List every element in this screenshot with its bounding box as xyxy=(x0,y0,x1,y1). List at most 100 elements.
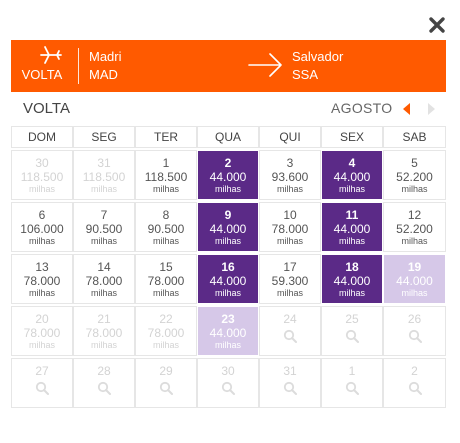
calendar-day[interactable]: 11 44.000 milhas xyxy=(321,202,383,252)
day-price: 118.500 xyxy=(20,170,64,184)
magnifier-icon[interactable] xyxy=(159,381,173,395)
calendar-day[interactable]: 23 44.000 milhas xyxy=(197,306,259,356)
price-unit: milhas xyxy=(338,236,365,246)
price-unit: milhas xyxy=(90,184,117,194)
calendar-day[interactable]: 1 118.500 milhas xyxy=(135,150,197,200)
calendar-day: 30 xyxy=(197,358,259,408)
weekday-header: TER xyxy=(135,126,197,148)
price-unit: milhas xyxy=(152,184,179,194)
calendar-day[interactable]: 22 78.000 milhas xyxy=(135,306,197,356)
day-price: 78.000 xyxy=(85,274,123,288)
calendar-day[interactable]: 19 44.000 milhas xyxy=(383,254,446,304)
day-number: 1 xyxy=(348,364,356,378)
caret-right-icon[interactable] xyxy=(426,102,436,116)
day-price: 78.000 xyxy=(147,274,185,288)
calendar-day[interactable]: 4 44.000 milhas xyxy=(321,150,383,200)
magnifier-icon[interactable] xyxy=(35,381,49,395)
day-price: 44.000 xyxy=(333,170,371,184)
day-price: 78.000 xyxy=(271,222,309,236)
day-number: 21 xyxy=(97,312,111,326)
origin-code: MAD xyxy=(89,67,118,82)
calendar-day[interactable]: 14 78.000 milhas xyxy=(73,254,135,304)
day-number: 7 xyxy=(100,208,108,222)
price-unit: milhas xyxy=(401,288,428,298)
day-price: 44.000 xyxy=(209,274,247,288)
price-unit: milhas xyxy=(90,288,117,298)
day-price: 90.500 xyxy=(85,222,123,236)
calendar-day[interactable]: 20 78.000 milhas xyxy=(11,306,73,356)
price-unit: milhas xyxy=(28,340,55,350)
magnifier-icon[interactable] xyxy=(221,381,235,395)
day-number: 1 xyxy=(162,156,170,170)
calendar-day[interactable]: 21 78.000 milhas xyxy=(73,306,135,356)
calendar-day[interactable]: 18 44.000 milhas xyxy=(321,254,383,304)
day-price: 106.000 xyxy=(20,222,64,236)
day-number: 29 xyxy=(159,364,173,378)
weekday-header: QUI xyxy=(259,126,321,148)
magnifier-icon[interactable] xyxy=(345,381,359,395)
calendar-day[interactable]: 2 44.000 milhas xyxy=(197,150,259,200)
price-unit: milhas xyxy=(90,340,117,350)
day-number: 3 xyxy=(286,156,294,170)
day-number: 18 xyxy=(345,260,359,274)
day-price: 44.000 xyxy=(396,274,433,288)
calendar-day[interactable]: 15 78.000 milhas xyxy=(135,254,197,304)
magnifier-icon[interactable] xyxy=(283,381,297,395)
weekday-header: DOM xyxy=(11,126,73,148)
day-number: 30 xyxy=(221,364,235,378)
calendar-day[interactable]: 30 118.500 milhas xyxy=(11,150,73,200)
magnifier-icon[interactable] xyxy=(408,381,422,395)
day-number: 9 xyxy=(224,208,232,222)
calendar-day[interactable]: 5 52.200 milhas xyxy=(383,150,446,200)
magnifier-icon[interactable] xyxy=(345,329,359,343)
calendar-day: 24 xyxy=(259,306,321,356)
day-number: 22 xyxy=(159,312,173,326)
magnifier-icon[interactable] xyxy=(408,329,422,343)
price-unit: milhas xyxy=(214,340,241,350)
weekday-header: SEX xyxy=(321,126,383,148)
calendar-day[interactable]: 31 118.500 milhas xyxy=(73,150,135,200)
day-price: 44.000 xyxy=(209,222,247,236)
day-number: 2 xyxy=(411,364,418,378)
day-price: 52.200 xyxy=(396,222,433,236)
calendar-day[interactable]: 10 78.000 milhas xyxy=(259,202,321,252)
day-number: 27 xyxy=(35,364,49,378)
price-unit: milhas xyxy=(214,184,241,194)
calendar-day[interactable]: 13 78.000 milhas xyxy=(11,254,73,304)
day-number: 12 xyxy=(407,208,422,222)
close-icon[interactable] xyxy=(428,16,446,34)
calendar-day[interactable]: 16 44.000 milhas xyxy=(197,254,259,304)
day-number: 17 xyxy=(283,260,297,274)
day-price: 78.000 xyxy=(23,326,61,340)
route-header: VOLTA Madri MAD Salvador SSA xyxy=(11,40,446,92)
price-unit: milhas xyxy=(276,288,303,298)
day-number: 23 xyxy=(221,312,235,326)
magnifier-icon[interactable] xyxy=(283,329,297,343)
calendar-day[interactable]: 7 90.500 milhas xyxy=(73,202,135,252)
header-divider xyxy=(78,48,79,84)
day-price: 52.200 xyxy=(396,170,433,184)
magnifier-icon[interactable] xyxy=(97,381,111,395)
calendar-day[interactable]: 9 44.000 milhas xyxy=(197,202,259,252)
price-unit: milhas xyxy=(152,236,179,246)
day-number: 5 xyxy=(411,156,418,170)
calendar-day[interactable]: 8 90.500 milhas xyxy=(135,202,197,252)
day-number: 4 xyxy=(348,156,356,170)
calendar-day[interactable]: 12 52.200 milhas xyxy=(383,202,446,252)
price-unit: milhas xyxy=(90,236,117,246)
day-price: 44.000 xyxy=(333,222,371,236)
calendar-day[interactable]: 17 59.300 milhas xyxy=(259,254,321,304)
price-unit: milhas xyxy=(276,236,303,246)
calendar-day[interactable]: 6 106.000 milhas xyxy=(11,202,73,252)
calendar-title: VOLTA xyxy=(23,100,70,117)
day-number: 13 xyxy=(35,260,49,274)
day-price: 93.600 xyxy=(271,170,309,184)
calendar-day[interactable]: 3 93.600 milhas xyxy=(259,150,321,200)
day-number: 16 xyxy=(221,260,235,274)
calendar-day: 28 xyxy=(73,358,135,408)
day-price: 44.000 xyxy=(209,170,247,184)
day-number: 14 xyxy=(97,260,111,274)
day-price: 44.000 xyxy=(209,326,247,340)
caret-left-icon[interactable] xyxy=(402,102,412,116)
price-unit: milhas xyxy=(338,288,365,298)
